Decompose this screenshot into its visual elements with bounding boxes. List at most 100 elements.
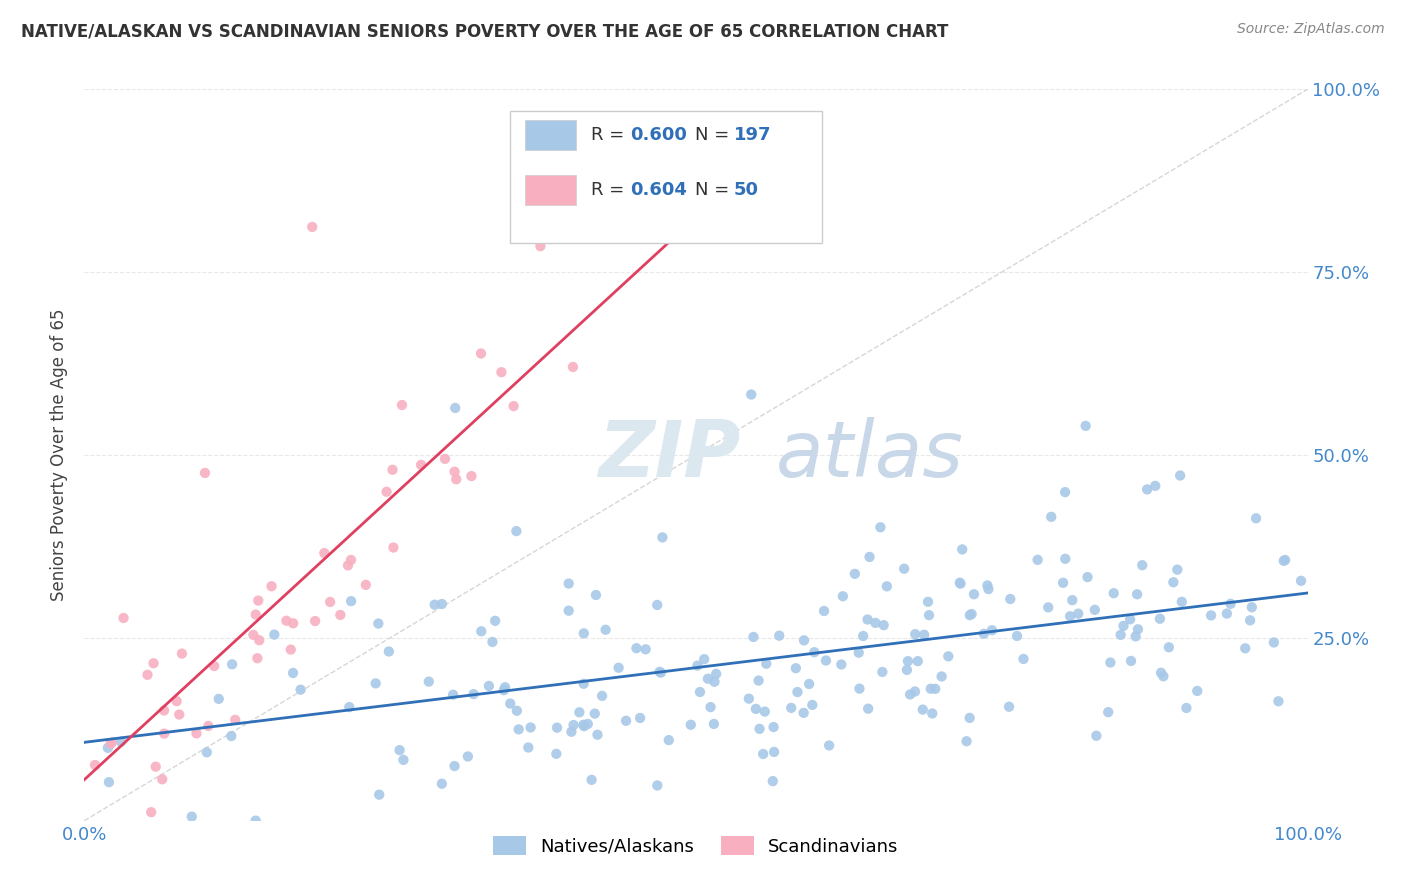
Point [959, 711, 981, 725]
Bar [524, 120, 576, 151]
Legend: Natives/Alaskans, Scandinavians: Natives/Alaskans, Scandinavians [486, 829, 905, 863]
Point [166, 694, 188, 708]
Point [780, 701, 803, 715]
Point [557, 604, 579, 618]
Point [1099, 656, 1122, 670]
Text: ZIP: ZIP [598, 417, 741, 493]
Point [1187, 684, 1209, 698]
Point [581, 772, 603, 787]
Point [245, 814, 267, 828]
Point [634, 642, 657, 657]
Point [247, 593, 270, 607]
Point [872, 618, 894, 632]
Point [354, 578, 377, 592]
Point [745, 702, 768, 716]
Point [247, 633, 270, 648]
Point [224, 713, 246, 727]
Point [920, 681, 942, 696]
Text: 50: 50 [734, 181, 759, 199]
Point [977, 582, 1000, 596]
Point [364, 676, 387, 690]
Point [703, 717, 725, 731]
Point [752, 747, 775, 761]
Point [595, 623, 617, 637]
Point [645, 598, 668, 612]
Point [912, 628, 935, 642]
Point [1219, 597, 1241, 611]
Point [572, 718, 595, 732]
Point [1084, 603, 1107, 617]
Point [519, 721, 541, 735]
Point [1240, 600, 1263, 615]
Point [337, 700, 360, 714]
Point [167, 707, 190, 722]
Point [650, 665, 672, 680]
Point [628, 711, 651, 725]
Point [1026, 553, 1049, 567]
Point [378, 644, 401, 658]
Point [1175, 701, 1198, 715]
Text: atlas: atlas [776, 417, 963, 493]
Point [647, 779, 669, 793]
Point [568, 706, 591, 720]
FancyBboxPatch shape [510, 112, 823, 243]
Point [170, 647, 193, 661]
Point [921, 706, 943, 721]
Point [202, 659, 225, 673]
Point [281, 616, 304, 631]
Point [494, 680, 516, 694]
Point [367, 616, 389, 631]
Point [896, 663, 918, 677]
Point [388, 743, 411, 757]
Point [381, 463, 404, 477]
Point [499, 697, 522, 711]
Point [852, 629, 875, 643]
Point [290, 682, 312, 697]
Point [872, 665, 894, 679]
Point [319, 595, 342, 609]
Point [973, 626, 995, 640]
Point [375, 484, 398, 499]
Point [856, 613, 879, 627]
Point [963, 587, 986, 601]
Point [260, 579, 283, 593]
Point [976, 578, 998, 592]
Point [1267, 694, 1289, 708]
Point [614, 714, 637, 728]
Point [740, 387, 762, 401]
Point [572, 719, 595, 733]
Point [699, 700, 721, 714]
Point [492, 683, 515, 698]
Point [1168, 468, 1191, 483]
Point [763, 745, 786, 759]
Point [1040, 509, 1063, 524]
Point [562, 359, 585, 374]
Point [689, 685, 711, 699]
Point [955, 734, 977, 748]
Point [392, 753, 415, 767]
Point [505, 524, 527, 538]
Point [1005, 629, 1028, 643]
Point [276, 614, 298, 628]
Point [786, 685, 808, 699]
Point [704, 666, 727, 681]
Point [1163, 575, 1185, 590]
Point [418, 674, 440, 689]
Point [460, 469, 482, 483]
Point [517, 740, 540, 755]
Point [703, 674, 725, 689]
Point [1166, 563, 1188, 577]
Point [917, 595, 939, 609]
Text: NATIVE/ALASKAN VS SCANDINAVIAN SENIORS POVERTY OVER THE AGE OF 65 CORRELATION CH: NATIVE/ALASKAN VS SCANDINAVIAN SENIORS P… [21, 22, 949, 40]
Point [97, 775, 120, 789]
Point [754, 705, 776, 719]
Point [546, 721, 568, 735]
Point [329, 607, 352, 622]
Point [865, 615, 887, 630]
Point [856, 701, 879, 715]
Point [194, 466, 217, 480]
Point [1244, 511, 1267, 525]
Point [918, 608, 941, 623]
Point [911, 703, 934, 717]
Point [506, 704, 529, 718]
